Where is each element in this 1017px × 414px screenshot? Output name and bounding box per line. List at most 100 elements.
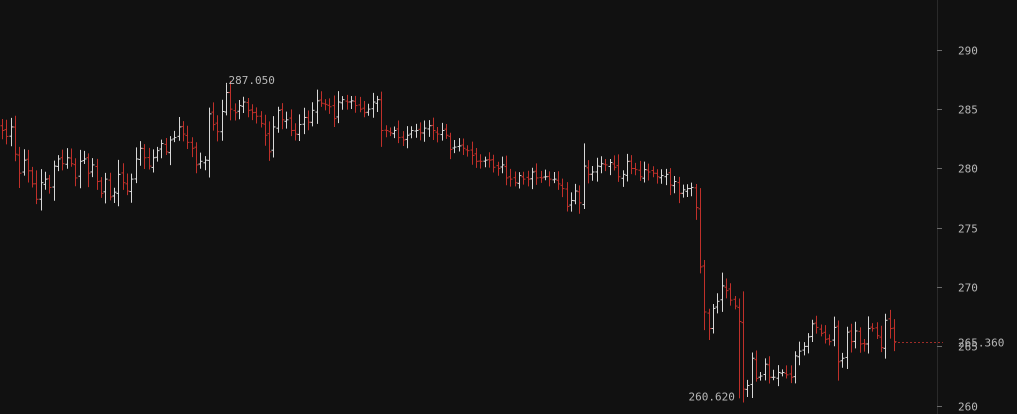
y-tick-label: 275 [958,223,978,236]
ohlc-bar [586,160,591,184]
ohlc-bar [392,126,397,139]
ohlc-bar [185,125,190,149]
ohlc-bar [198,152,203,169]
ohlc-bar [259,111,264,128]
ohlc-bar [496,161,501,176]
ohlc-bar [543,169,548,181]
ohlc-bar [129,173,134,203]
ohlc-bar [276,106,281,133]
ohlc-bar [858,327,863,353]
ohlc-bar [780,369,785,377]
ohlc-bar [271,116,276,158]
ohlc-bar [39,169,44,211]
ohlc-bar [431,117,436,140]
ohlc-bar [698,188,703,274]
ohlc-bars-layer [0,81,897,403]
ohlc-bar [508,168,513,187]
ohlc-bar [552,171,557,184]
ohlc-bar [379,91,384,147]
ohlc-bar [250,104,255,121]
ohlc-bar [233,103,238,121]
ohlc-bar [642,161,647,183]
ohlc-bar [375,95,380,112]
ohlc-bar [883,313,888,359]
ohlc-bar [733,295,738,310]
ohlc-bar [461,138,466,156]
ohlc-bar [677,176,682,204]
ohlc-bar [547,171,552,187]
ohlc-bar [267,121,272,161]
ohlc-bar [474,148,479,168]
ohlc-bar [707,308,712,340]
ohlc-bar [879,325,884,353]
ohlc-bar [280,103,285,130]
ohlc-bar [336,91,341,124]
ohlc-bar [358,96,363,113]
ohlc-bar [530,167,535,190]
last-price-label: 265.360 [958,337,1004,350]
ohlc-bar [151,149,156,173]
ohlc-bar [845,326,850,370]
ohlc-bar [836,320,841,381]
ohlc-bar [315,89,320,124]
ohlc-bar [720,272,725,312]
ohlc-bar [681,184,686,198]
ohlc-bar [263,114,268,146]
ohlc-bar [737,298,742,399]
ohlc-bar [207,107,212,178]
ohlc-bar [103,172,108,204]
ohlc-bar [181,121,186,142]
ohlc-bar [616,154,621,182]
ohlc-bar [396,120,401,144]
ohlc-bar [125,173,130,196]
ohlc-bar [323,99,328,111]
ohlc-bar [875,322,880,340]
ohlc-bar [513,171,518,187]
ohlc-bar [254,107,259,124]
ohlc-bar [414,123,419,138]
ohlc-bar [427,120,432,137]
ohlc-bar [776,365,781,387]
ohlc-bar [405,126,410,149]
ohlc-bar [638,160,643,181]
ohlc-bar [440,122,445,141]
ohlc-bar [108,172,113,201]
y-axis-ticks: 260 265 270 275 280 285 290 [937,45,978,414]
y-tick-label: 270 [958,282,978,295]
ohlc-bar [220,99,225,141]
ohlc-bar [13,115,18,162]
y-tick-label: 285 [958,104,978,117]
ohlc-bar [4,119,9,145]
ohlc-bar [422,120,427,142]
ohlc-bar [237,99,242,120]
ohlc-bar [500,156,505,174]
ohlc-bar [668,168,673,196]
ohlc-bar [599,156,604,174]
ohlc-bar [534,163,539,185]
ohlc-bar [823,325,828,344]
ohlc-bar [289,109,294,137]
ohlc-bar [310,102,315,127]
ohlc-bar [646,163,651,181]
ohlc-bar [340,96,345,110]
y-tick-label: 290 [958,45,978,58]
ohlc-bar [664,168,669,186]
ohlc-bar [134,147,139,184]
ohlc-bar [52,160,57,201]
ohlc-bar [327,98,332,114]
ohlc-bar [95,158,100,190]
ohlc-bar [138,141,143,166]
ohlc-bar [655,169,660,184]
ohlc-bar [758,371,763,381]
ohlc-bar [590,165,595,181]
ohlc-bar [306,110,311,131]
ohlc-bar [452,139,457,154]
ohlc-bar [147,147,152,170]
ohlc-bar [810,319,815,343]
ohlc-bar [741,291,746,403]
ohlc-bar [159,139,164,159]
ohlc-bar [702,260,707,331]
ohlc-bar [754,350,759,382]
